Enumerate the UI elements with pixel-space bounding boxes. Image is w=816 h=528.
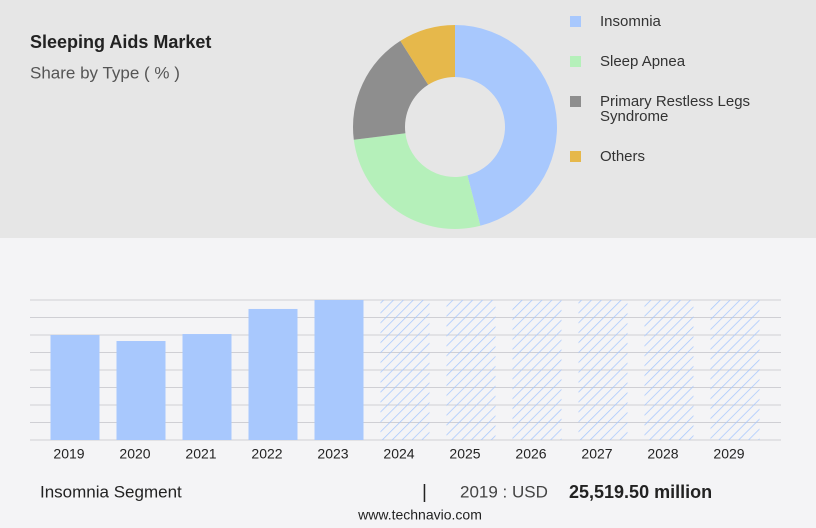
x-tick-label: 2019 [53,446,84,462]
legend-entry: Primary Restless Legs Syndrome [570,94,760,124]
legend-swatch [570,56,581,67]
chart-subtitle: Share by Type ( % ) [30,63,180,82]
donut-slice [455,25,557,226]
legend-label: Others [600,148,646,165]
forecast-bar [380,300,430,440]
legend-swatch [570,16,581,27]
x-tick-label: 2020 [119,446,150,462]
legend-entry: Others [570,149,760,164]
value-label: 25,519.50 million [569,482,712,502]
forecast-bar [446,300,496,440]
x-tick-label: 2026 [515,446,546,462]
legend-label: Insomnia [600,13,661,30]
legend-label: Sleep Apnea [600,53,686,70]
forecast-bar [644,300,694,440]
x-tick-label: 2027 [581,446,612,462]
bar [50,335,100,440]
separator: | [422,482,427,503]
x-tick-label: 2029 [713,446,744,462]
legend: Insomnia Sleep Apnea Primary Restless Legs… [570,14,770,189]
segment-label: Insomnia Segment [40,482,182,501]
x-tick-label: 2025 [449,446,480,462]
legend-swatch [570,96,581,107]
x-tick-label: 2022 [251,446,282,462]
bar [116,341,166,440]
bar [314,300,364,440]
year-label: 2019 : USD [460,482,548,501]
chart-title: Sleeping Aids Market [30,32,211,52]
source: www.technavio.com [357,507,482,523]
legend-label: Primary Restless Legs Syndrome [600,93,751,125]
x-tick-label: 2024 [383,446,414,462]
donut-slice [353,133,481,229]
bar [182,334,232,440]
donut-slice [352,40,429,140]
legend-swatch [570,151,581,162]
x-tick-label: 2021 [185,446,216,462]
forecast-bar [710,300,760,440]
forecast-bar [512,300,562,440]
legend-entry: Insomnia [570,14,760,29]
legend-entry: Sleep Apnea [570,54,760,69]
x-tick-label: 2028 [647,446,678,462]
donut-slice [400,25,455,85]
x-tick-label: 2023 [317,446,348,462]
forecast-bar [578,300,628,440]
bar [248,308,298,440]
